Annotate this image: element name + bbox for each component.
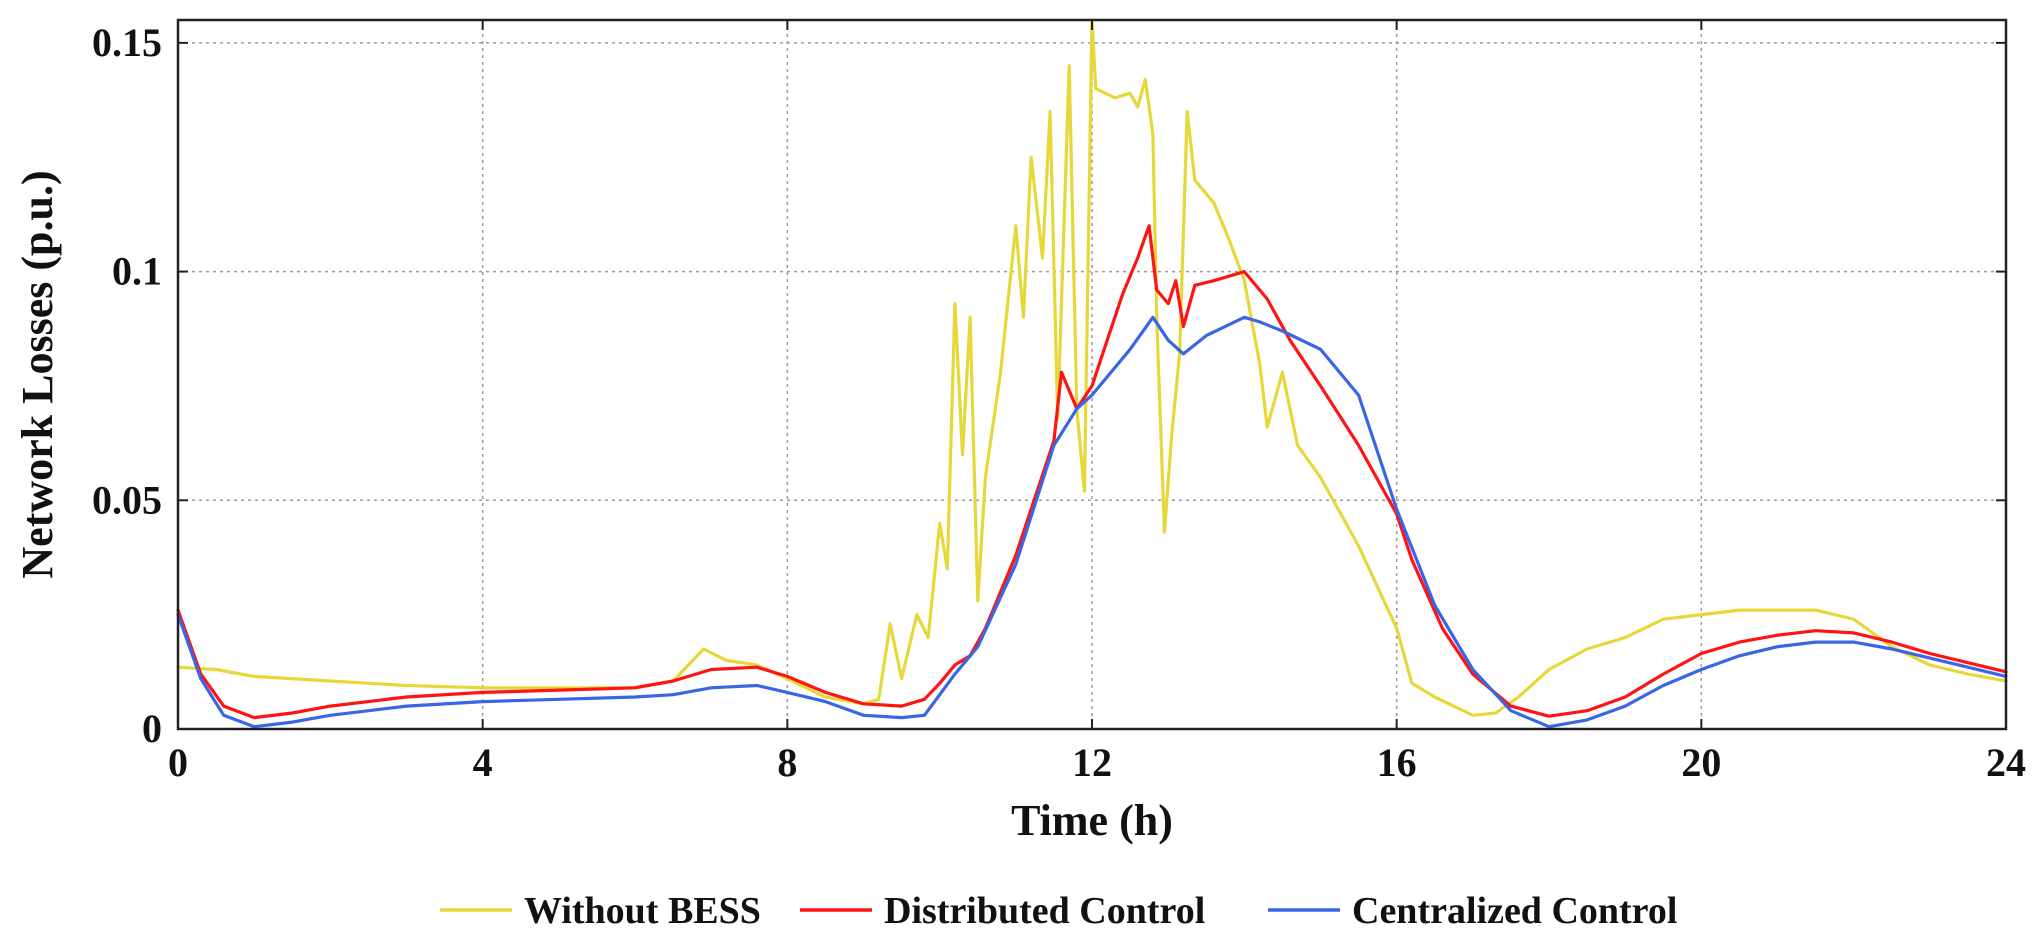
axis-ticks: 0 4 8 12 16 20 24 0 0.05 0.1 0.15 — [92, 20, 2026, 785]
series-layer — [176, 18, 2008, 729]
y-tick-label: 0.1 — [112, 249, 162, 294]
x-tick-label: 4 — [473, 740, 493, 785]
legend-label-centralized-control: Centralized Control — [1352, 890, 1677, 932]
legend: Without BESS Distributed Control Centraliz… — [440, 890, 1677, 932]
legend-label-without-bess: Without BESS — [524, 890, 761, 932]
y-tick-label: 0.05 — [92, 477, 162, 522]
x-tick-label: 16 — [1377, 740, 1417, 785]
x-tick-label: 0 — [168, 740, 188, 785]
series-line-without-bess — [176, 18, 2008, 717]
legend-label-distributed-control: Distributed Control — [884, 890, 1205, 932]
x-tick-label: 8 — [777, 740, 797, 785]
series-line-distributed-control — [176, 224, 2008, 720]
y-tick-label: 0 — [142, 706, 162, 751]
grid-lines — [178, 20, 2006, 729]
x-tick-label: 24 — [1986, 740, 2026, 785]
x-tick-label: 20 — [1681, 740, 1721, 785]
x-axis-title: Time (h) — [1011, 796, 1173, 845]
series-line-centralized-control — [176, 315, 2008, 729]
y-axis-title: Network Losses (p.u.) — [13, 170, 62, 578]
x-tick-label: 12 — [1072, 740, 1112, 785]
y-tick-label: 0.15 — [92, 20, 162, 65]
